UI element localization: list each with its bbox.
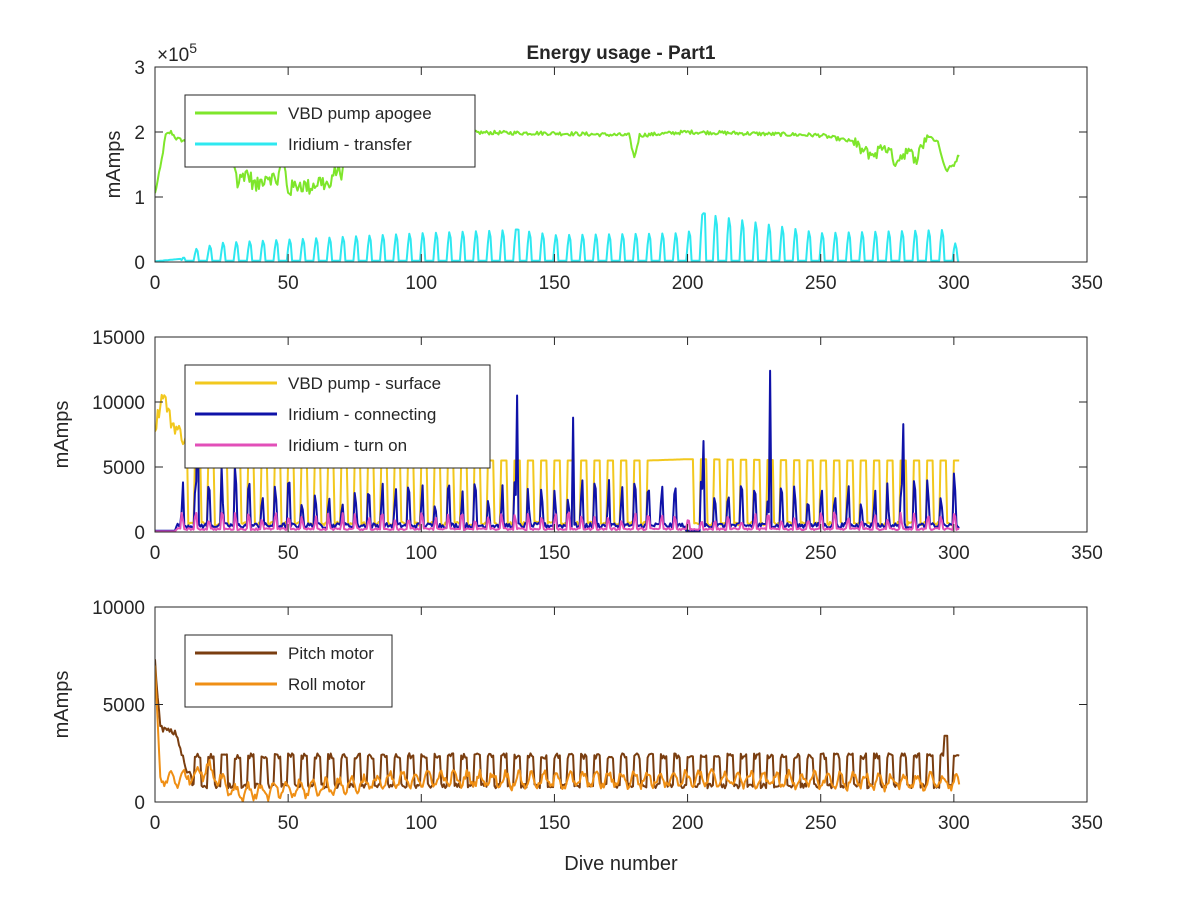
x-tick-label: 100 — [405, 543, 437, 564]
x-tick-label: 0 — [150, 813, 161, 834]
series-line-1-1 — [155, 129, 960, 197]
x-tick-label: 100 — [405, 813, 437, 834]
y-axis-label: mAmps — [103, 131, 125, 199]
legend-label-1: Pitch motor — [288, 644, 374, 663]
legend: VBD pump apogee Iridium - transfer — [184, 94, 476, 168]
x-tick-label: 0 — [150, 273, 161, 294]
x-tick-label: 350 — [1071, 273, 1103, 294]
y-axis-label: mAmps — [51, 671, 73, 739]
x-tick-label: 200 — [672, 543, 704, 564]
y-tick-label: 0 — [134, 793, 145, 814]
subplot-2: 0 50 100 150 200 250 300 350 0 5000 10000 15000 mAmp… — [51, 328, 1103, 564]
x-tick-label: 300 — [938, 543, 970, 564]
x-tick-label: 150 — [539, 543, 571, 564]
series-group — [155, 129, 960, 262]
x-tick-label: 350 — [1071, 543, 1103, 564]
series-line-1-2 — [155, 212, 960, 262]
x-tick-label: 250 — [805, 273, 837, 294]
chart-title: Energy usage - Part1 — [526, 43, 715, 64]
x-tick-label: 0 — [150, 543, 161, 564]
y-tick-label: 5000 — [103, 458, 145, 479]
subplot-3: 0 50 100 150 200 250 300 350 0 5000 10000 mAmps Dive… — [51, 598, 1103, 875]
y-multiplier: ×105 — [157, 40, 197, 66]
legend-label-3: Iridium - turn on — [288, 436, 407, 455]
x-tick-label: 100 — [405, 273, 437, 294]
legend-box — [184, 634, 393, 708]
x-tick-label: 250 — [805, 813, 837, 834]
axes-box — [154, 66, 1088, 263]
legend-label-2: Iridium - transfer — [288, 135, 412, 154]
legend-label-2: Iridium - connecting — [288, 405, 436, 424]
x-tick-label: 200 — [672, 273, 704, 294]
legend-box — [184, 94, 476, 168]
y-multiplier-exponent: 5 — [189, 40, 197, 56]
legend: VBD pump - surface Iridium - connecting Ir… — [184, 364, 491, 469]
x-tick-label: 250 — [805, 543, 837, 564]
x-tick-label: 50 — [278, 273, 299, 294]
y-tick-label: 10000 — [92, 393, 145, 414]
series-line-3-2 — [155, 665, 961, 802]
series-line-3-1 — [155, 659, 960, 790]
axes-box — [154, 336, 1088, 533]
y-axis-label: mAmps — [51, 401, 73, 469]
y-tick-label: 0 — [134, 523, 145, 544]
y-tick-label: 2 — [134, 123, 145, 144]
x-tick-label: 150 — [539, 813, 571, 834]
x-tick-label: 300 — [938, 813, 970, 834]
x-tick-label: 300 — [938, 273, 970, 294]
y-tick-label: 1 — [134, 188, 145, 209]
x-tick-label: 50 — [278, 813, 299, 834]
x-tick-label: 200 — [672, 813, 704, 834]
x-tick-label: 50 — [278, 543, 299, 564]
series-line-2-3 — [155, 511, 960, 532]
y-tick-label: 0 — [134, 253, 145, 274]
legend: Pitch motor Roll motor — [184, 634, 393, 708]
y-tick-label: 3 — [134, 58, 145, 79]
subplot-1: 0 50 100 150 200 250 300 350 0 1 2 3 ×105 mAmps Energy… — [103, 40, 1103, 294]
y-tick-label: 10000 — [92, 598, 145, 619]
x-tick-label: 350 — [1071, 813, 1103, 834]
legend-label-1: VBD pump apogee — [288, 104, 432, 123]
x-axis-label: Dive number — [564, 853, 678, 875]
series-group — [155, 659, 961, 802]
legend-label-1: VBD pump - surface — [288, 374, 441, 393]
y-tick-label: 5000 — [103, 696, 145, 717]
y-tick-label: 15000 — [92, 328, 145, 349]
x-tick-label: 150 — [539, 273, 571, 294]
legend-label-2: Roll motor — [288, 675, 366, 694]
y-multiplier-base: ×10 — [157, 45, 189, 66]
